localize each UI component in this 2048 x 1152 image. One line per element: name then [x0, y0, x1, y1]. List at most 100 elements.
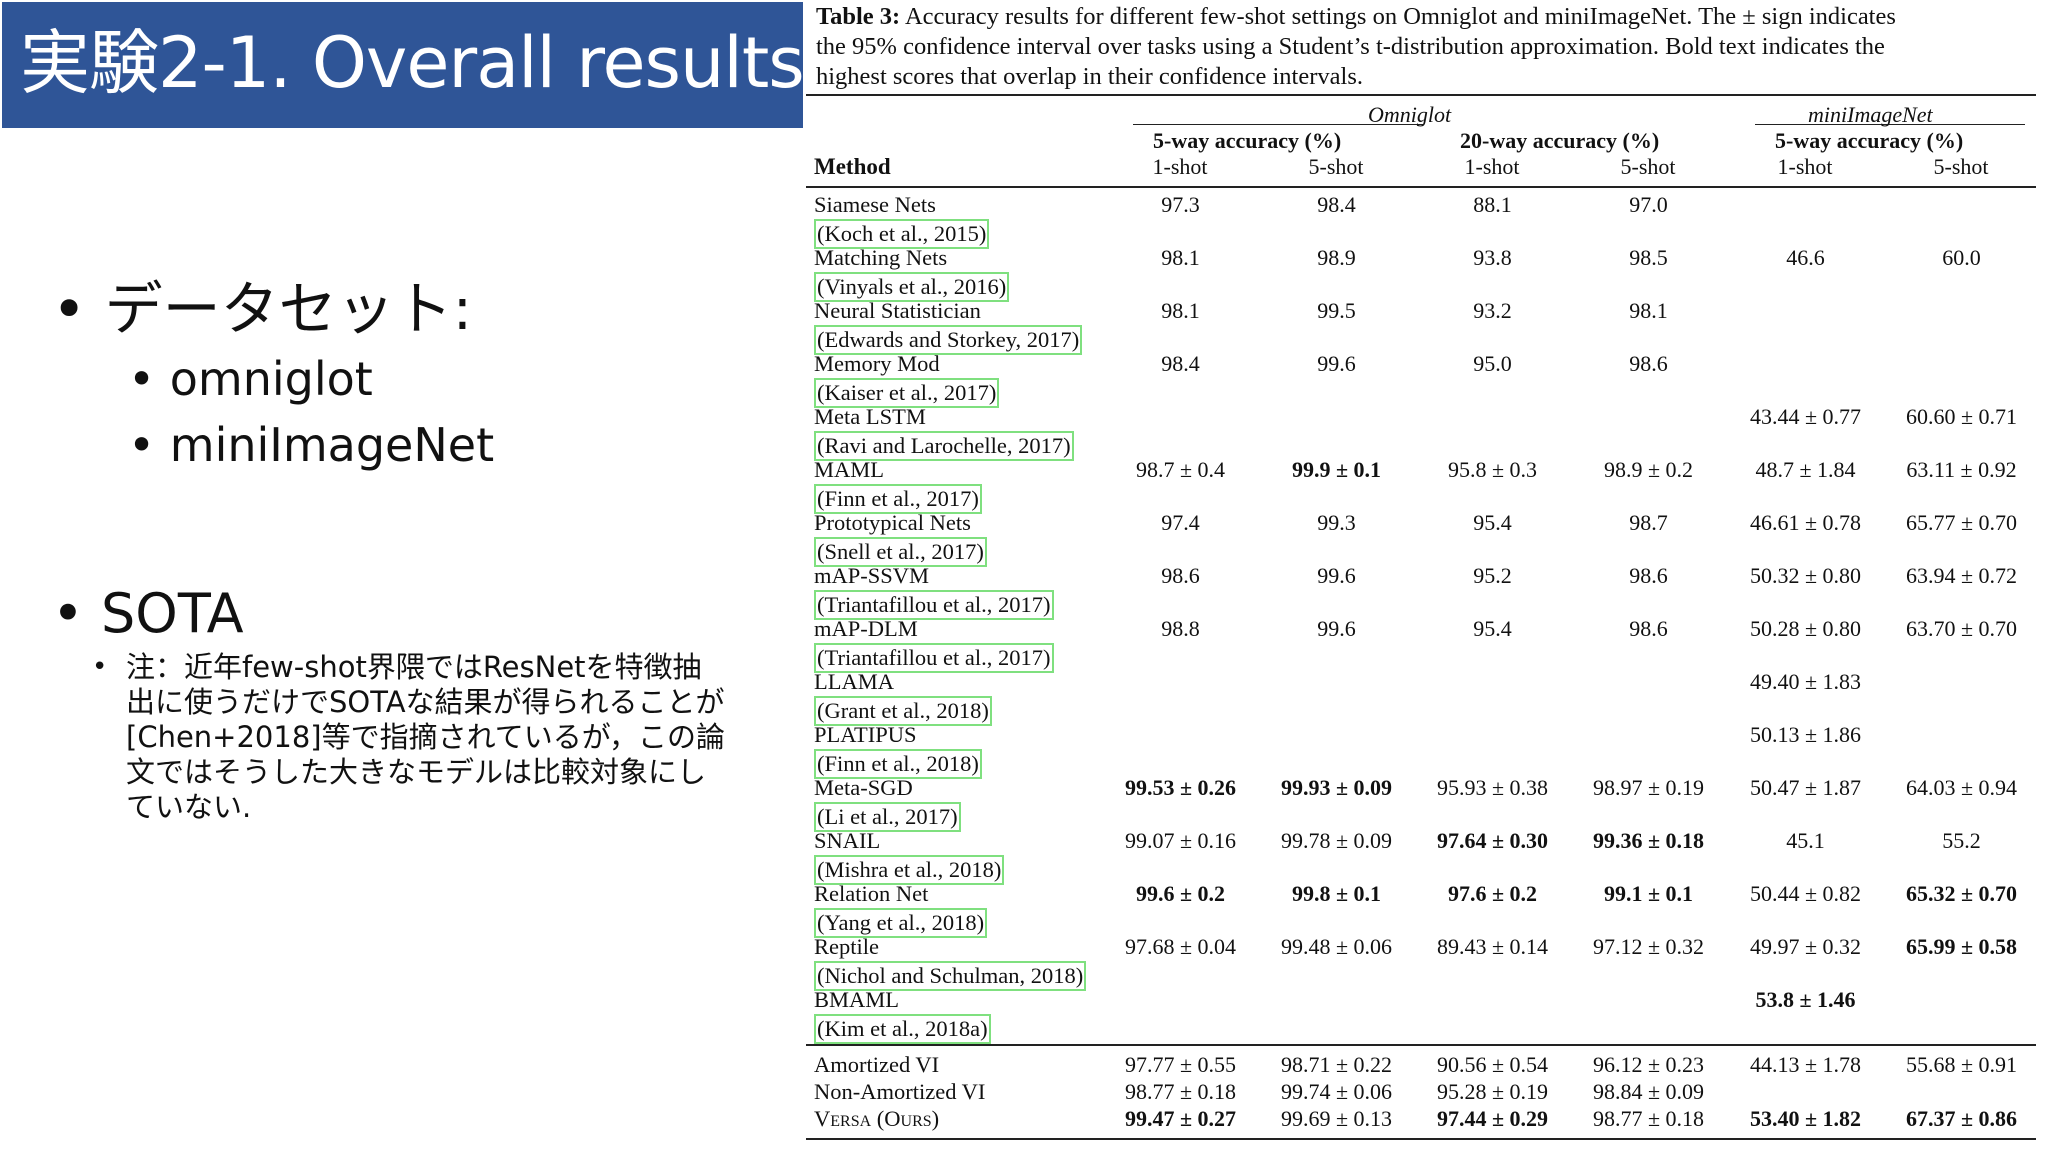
table-cell: 98.1	[1161, 245, 1200, 270]
method-citation[interactable]: (Vinyals et al., 2016)	[814, 272, 1010, 302]
table-cell: 98.9	[1317, 245, 1356, 270]
table-cell: 98.6	[1161, 563, 1200, 588]
table-row: Prototypical Nets (Snell et al., 2017)	[814, 510, 987, 567]
method-citation[interactable]: (Triantafillou et al., 2017)	[814, 643, 1054, 673]
method-citation[interactable]: (Grant et al., 2018)	[814, 696, 992, 726]
bullet-text: SOTA	[101, 582, 244, 645]
table-cell: 89.43 ± 0.14	[1436, 934, 1549, 959]
table-cell: 99.6	[1317, 563, 1356, 588]
slide-title: 実験2-1. Overall results	[20, 22, 805, 104]
header-omniglot-5way: 5-way accuracy (%)	[1153, 128, 1342, 153]
table-cell: 98.77 ± 0.18	[1124, 1079, 1237, 1104]
table-cell: 49.40 ± 1.83	[1749, 669, 1862, 694]
table-cell: 95.2	[1473, 563, 1512, 588]
method-citation[interactable]: (Snell et al., 2017)	[814, 537, 987, 567]
table-cell: 50.47 ± 1.87	[1749, 775, 1862, 800]
table-cell: 99.78 ± 0.09	[1280, 828, 1393, 853]
table-cell: 98.8	[1161, 616, 1200, 641]
method-citation[interactable]: (Kim et al., 2018a)	[814, 1014, 991, 1044]
table-cell: 99.07 ± 0.16	[1124, 828, 1237, 853]
method-citation[interactable]: (Kaiser et al., 2017)	[814, 378, 1000, 408]
table-cell: 43.44 ± 0.77	[1749, 404, 1862, 429]
table-row: Amortized VI	[814, 1052, 940, 1077]
table-cell: 97.12 ± 0.32	[1592, 934, 1705, 959]
table-cell: 44.13 ± 1.78	[1749, 1052, 1862, 1077]
table-cell: 50.44 ± 0.82	[1749, 881, 1862, 906]
method-name: mAP-SSVM	[814, 563, 930, 588]
bullet-dot-icon: •	[92, 652, 108, 682]
table-cell: 97.64 ± 0.30	[1436, 828, 1549, 853]
table-cell: 50.32 ± 0.80	[1749, 563, 1862, 588]
bullet-text: omniglot	[169, 352, 373, 406]
table-cell: 97.77 ± 0.55	[1124, 1052, 1237, 1077]
table-cell: 63.70 ± 0.70	[1905, 616, 2018, 641]
table-cell: 93.2	[1473, 298, 1512, 323]
table-cell: 98.4	[1317, 192, 1356, 217]
table-cell: 48.7 ± 1.84	[1755, 457, 1856, 482]
table-cell: 95.28 ± 0.19	[1436, 1079, 1549, 1104]
table-top-rule	[806, 94, 2036, 96]
method-name: PLATIPUS	[814, 722, 917, 747]
table-cell: 99.6	[1317, 616, 1356, 641]
method-citation[interactable]: (Triantafillou et al., 2017)	[814, 590, 1054, 620]
method-name: Memory Mod	[814, 351, 940, 376]
caption-line: highest scores that overlap in their con…	[816, 63, 1363, 90]
table-cell: 95.4	[1473, 510, 1512, 535]
method-name: BMAML	[814, 987, 900, 1012]
header-omniglot: Omniglot	[1368, 102, 1452, 127]
table-cell: 97.44 ± 0.29	[1436, 1106, 1549, 1131]
table-row: Meta-SGD (Li et al., 2017)	[814, 775, 961, 832]
bullet-text: データセット:	[104, 275, 473, 343]
table-cell: 46.6	[1786, 245, 1825, 270]
table-cell: 98.1	[1629, 298, 1668, 323]
table-cell: 95.8 ± 0.3	[1447, 457, 1538, 482]
method-citation[interactable]: (Edwards and Storkey, 2017)	[814, 325, 1083, 355]
method-name: Meta-SGD	[814, 775, 913, 800]
table-cell: 98.77 ± 0.18	[1592, 1106, 1705, 1131]
bullet-dot-icon: •	[128, 352, 156, 406]
shot-header: 1-shot	[1464, 154, 1520, 179]
method-name: mAP-DLM	[814, 616, 918, 641]
table-cell: 99.6	[1317, 351, 1356, 376]
method-citation[interactable]: (Yang et al., 2018)	[814, 908, 988, 938]
table-cell: 97.0	[1629, 192, 1668, 217]
table-cell: 98.4	[1161, 351, 1200, 376]
method-citation[interactable]: (Koch et al., 2015)	[814, 219, 990, 249]
table-cell: 67.37 ± 0.86	[1905, 1106, 2018, 1131]
table-cell: 99.1 ± 0.1	[1603, 881, 1694, 906]
table-cell: 98.71 ± 0.22	[1280, 1052, 1393, 1077]
table-cell: 49.97 ± 0.32	[1749, 934, 1862, 959]
table-cell: 98.5	[1629, 245, 1668, 270]
miniimagenet-group-rule	[1755, 124, 2025, 125]
table-cell: 99.5	[1317, 298, 1356, 323]
method-citation[interactable]: (Nichol and Schulman, 2018)	[814, 961, 1087, 991]
table-cell: 97.68 ± 0.04	[1124, 934, 1237, 959]
table-row: Memory Mod (Kaiser et al., 2017)	[814, 351, 1000, 408]
method-name: LLAMA	[814, 669, 894, 694]
table-cell: 99.6 ± 0.2	[1135, 881, 1226, 906]
table-row: mAP-DLM (Triantafillou et al., 2017)	[814, 616, 1054, 673]
shot-header: 1-shot	[1777, 154, 1833, 179]
table-cell: 97.6 ± 0.2	[1447, 881, 1538, 906]
method-citation[interactable]: (Finn et al., 2017)	[814, 484, 982, 514]
table-row: MAML (Finn et al., 2017)	[814, 457, 982, 514]
table-cell: 97.3	[1161, 192, 1200, 217]
method-citation[interactable]: (Finn et al., 2018)	[814, 749, 982, 779]
method-name: SNAIL	[814, 828, 881, 853]
shot-header: 5-shot	[1620, 154, 1676, 179]
table-cell: 99.36 ± 0.18	[1592, 828, 1705, 853]
sota-note: • 注：近年few-shot界隈ではResNetを特徴抽出に使うだけでSOTAな…	[92, 650, 726, 825]
table-cell: 50.28 ± 0.80	[1749, 616, 1862, 641]
method-citation[interactable]: (Ravi and Larochelle, 2017)	[814, 431, 1074, 461]
table-cell: 98.9 ± 0.2	[1603, 457, 1694, 482]
table-cell: 53.40 ± 1.82	[1749, 1106, 1862, 1131]
method-citation[interactable]: (Li et al., 2017)	[814, 802, 961, 832]
table-cell: 99.48 ± 0.06	[1280, 934, 1393, 959]
table-row: Neural Statistician (Edwards and Storkey,…	[814, 298, 1083, 355]
table-cell: 96.12 ± 0.23	[1592, 1052, 1705, 1077]
method-citation[interactable]: (Mishra et al., 2018)	[814, 855, 1005, 885]
table-header-rule	[806, 186, 2036, 188]
table-row: BMAML (Kim et al., 2018a)	[814, 987, 991, 1044]
table-cell: 99.9 ± 0.1	[1291, 457, 1382, 482]
shot-header: 5-shot	[1308, 154, 1364, 179]
